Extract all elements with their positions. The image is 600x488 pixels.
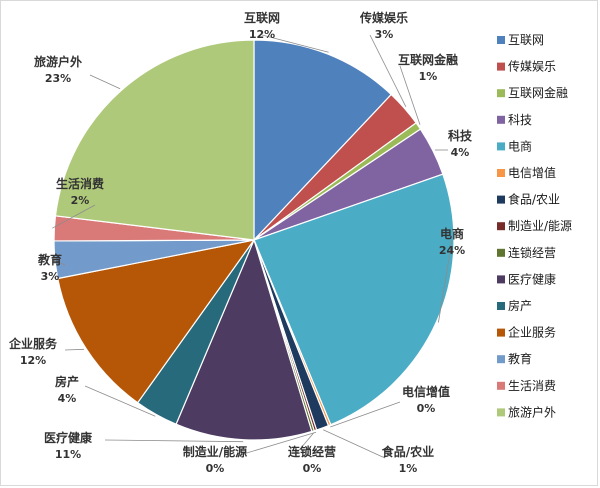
- pie-slice-4: [253, 173, 455, 426]
- legend-swatch-4: [497, 142, 505, 151]
- legend-label-14: 旅游户外: [508, 404, 556, 419]
- legend-label-2: 互联网金融: [508, 85, 568, 100]
- data-label-percent-12: 3%: [41, 270, 60, 283]
- data-label-percent-4: 24%: [439, 244, 465, 257]
- legend-swatch-2: [497, 89, 505, 98]
- data-label-percent-1: 3%: [375, 28, 394, 41]
- leader-line-2: [399, 65, 421, 125]
- leader-line-9: [104, 439, 244, 443]
- data-labels: 互联网 12% 传媒娱乐 3% 互联网金融 1% 科技 4% 电商 24% 电信增值 0% 食品/农业 1…: [8, 10, 473, 475]
- legend-label-10: 房产: [508, 298, 532, 313]
- legend-swatch-7: [497, 222, 505, 231]
- legend-swatch-8: [497, 248, 505, 257]
- leader-lines: [52, 34, 453, 459]
- data-label-name-0: 互联网: [244, 11, 280, 25]
- pie-slice-14: [54, 39, 255, 241]
- data-label-percent-3: 4%: [451, 146, 470, 159]
- legend-label-1: 传媒娱乐: [508, 59, 556, 74]
- legend-label-5: 电信增值: [508, 165, 556, 180]
- data-label-percent-10: 4%: [58, 392, 77, 405]
- data-label-name-3: 科技: [448, 128, 473, 143]
- leader-line-5: [330, 401, 401, 428]
- data-label-name-7: 制造业/能源: [183, 444, 247, 459]
- leader-line-12: [52, 259, 66, 266]
- data-label-percent-5: 0%: [417, 402, 436, 415]
- data-label-percent-13: 2%: [71, 194, 90, 207]
- leader-line-13: [52, 204, 96, 229]
- data-label-name-9: 医疗健康: [44, 430, 93, 445]
- leader-line-7: [239, 431, 317, 456]
- data-label-name-5: 电信增值: [402, 384, 450, 399]
- legend-swatch-9: [497, 275, 505, 284]
- legend-swatch-5: [497, 169, 505, 177]
- data-label-percent-14: 23%: [45, 72, 71, 85]
- data-label-percent-6: 1%: [399, 462, 418, 475]
- data-label-name-1: 传媒娱乐: [359, 10, 408, 25]
- leader-line-6: [323, 429, 386, 459]
- legend-label-8: 连锁经营: [508, 245, 556, 260]
- data-label-percent-2: 1%: [419, 70, 438, 83]
- legend: 互联网传媒娱乐互联网金融科技电商电信增值食品/农业制造业/能源连锁经营医疗健康房…: [497, 33, 572, 419]
- data-label-name-11: 企业服务: [8, 336, 58, 351]
- legend-label-6: 食品/农业: [508, 192, 560, 207]
- legend-label-3: 科技: [508, 113, 532, 127]
- legend-swatch-13: [497, 381, 505, 390]
- legend-label-9: 医疗健康: [508, 271, 556, 286]
- leader-line-0: [261, 34, 329, 53]
- legend-swatch-11: [497, 328, 505, 337]
- legend-swatch-1: [497, 62, 505, 71]
- legend-swatch-10: [497, 302, 505, 310]
- leader-line-14: [89, 74, 121, 90]
- data-label-percent-9: 11%: [55, 448, 81, 461]
- data-label-percent-11: 12%: [20, 354, 46, 367]
- legend-label-7: 制造业/能源: [508, 219, 572, 233]
- leader-line-1: [369, 34, 407, 107]
- pie-slices: [53, 39, 455, 441]
- legend-label-12: 教育: [508, 351, 532, 366]
- legend-label-13: 生活消费: [508, 379, 556, 393]
- legend-swatch-6: [497, 195, 505, 204]
- leader-line-4: [438, 239, 453, 323]
- data-label-name-13: 生活消费: [56, 176, 104, 191]
- legend-swatch-0: [497, 36, 505, 44]
- pie-slice-0: [253, 39, 393, 242]
- legend-swatch-3: [497, 115, 505, 124]
- legend-swatch-14: [497, 408, 505, 417]
- pie-slice-9: [175, 238, 313, 441]
- leader-line-10: [84, 385, 156, 417]
- legend-swatch-12: [497, 355, 505, 364]
- data-label-percent-7: 0%: [206, 462, 225, 475]
- legend-label-11: 企业服务: [508, 325, 556, 340]
- data-label-name-4: 电商: [440, 226, 464, 241]
- data-label-name-8: 连锁经营: [288, 444, 336, 459]
- leader-line-8: [294, 432, 314, 456]
- data-label-name-10: 房产: [55, 374, 79, 389]
- data-label-name-14: 旅游户外: [34, 54, 82, 69]
- pie-slice-11: [57, 239, 256, 404]
- legend-label-0: 互联网: [508, 33, 544, 47]
- leader-line-11: [64, 348, 85, 351]
- data-label-percent-8: 0%: [303, 462, 322, 475]
- data-label-name-6: 食品/农业: [381, 444, 434, 459]
- data-label-name-2: 互联网金融: [398, 52, 458, 67]
- legend-label-4: 电商: [508, 138, 532, 153]
- data-label-name-12: 教育: [37, 252, 62, 267]
- data-label-percent-0: 12%: [249, 28, 275, 41]
